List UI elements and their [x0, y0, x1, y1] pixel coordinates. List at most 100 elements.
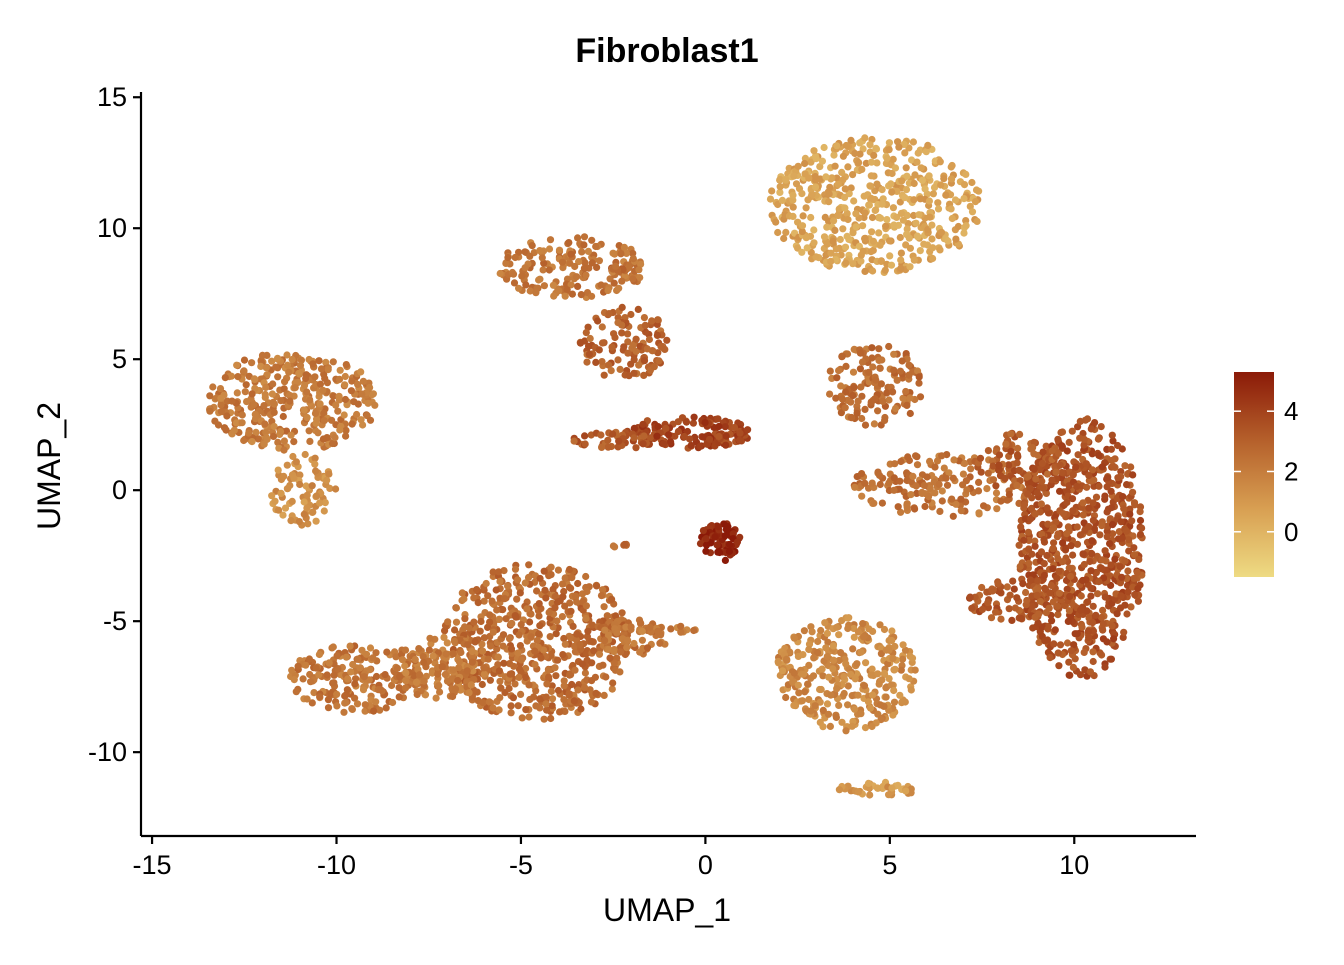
data-point [804, 680, 812, 688]
data-point [388, 681, 396, 690]
data-point [516, 589, 524, 597]
data-point [1024, 472, 1032, 480]
data-point [915, 379, 923, 387]
data-point [370, 707, 378, 715]
data-point [920, 481, 928, 489]
data-point [837, 649, 845, 657]
data-point [868, 665, 876, 673]
data-point [822, 173, 830, 181]
data-point [286, 397, 294, 405]
data-point [274, 354, 282, 362]
data-point [303, 413, 311, 422]
data-point [587, 698, 596, 706]
data-point [488, 597, 496, 605]
data-point [507, 702, 515, 710]
x-tick-label: -10 [317, 850, 356, 880]
data-point [1126, 510, 1134, 518]
data-point [1088, 466, 1097, 474]
data-point [300, 381, 309, 390]
data-point [798, 228, 806, 236]
data-point [545, 266, 553, 274]
data-point [1067, 647, 1075, 655]
data-point [1065, 658, 1073, 666]
data-point [463, 667, 471, 675]
data-point [574, 282, 582, 290]
data-point [832, 713, 841, 722]
data-point [1074, 451, 1082, 459]
data-point [555, 246, 564, 254]
data-point [994, 579, 1002, 588]
data-point [309, 508, 317, 516]
data-point [268, 492, 276, 500]
data-point [824, 710, 833, 718]
data-point [1101, 547, 1109, 555]
data-point [929, 254, 937, 263]
data-point [598, 339, 607, 347]
data-point [601, 637, 609, 645]
data-point [536, 622, 544, 630]
data-point [835, 786, 844, 794]
data-point [540, 715, 548, 723]
data-point [604, 286, 612, 295]
data-point [582, 572, 590, 581]
data-point [835, 367, 843, 375]
data-point [568, 680, 576, 689]
data-point [1007, 430, 1015, 438]
data-point [283, 361, 292, 369]
data-point [354, 380, 362, 388]
x-tick-label: -15 [133, 850, 172, 880]
data-point [933, 457, 942, 465]
data-point [238, 419, 246, 427]
data-point [726, 540, 734, 549]
data-point [366, 416, 375, 424]
data-point [1051, 626, 1059, 634]
data-point [313, 415, 321, 423]
data-point [833, 685, 841, 693]
data-point [639, 440, 647, 448]
data-point [601, 626, 609, 634]
data-point [347, 668, 355, 676]
data-point [531, 661, 539, 669]
data-point [989, 587, 997, 595]
data-point [288, 666, 296, 674]
data-point [654, 316, 662, 324]
data-point [592, 358, 600, 366]
data-point [853, 660, 861, 668]
data-point [925, 172, 933, 180]
data-point [561, 574, 569, 582]
data-point [585, 342, 593, 350]
data-point [997, 615, 1005, 623]
data-point [499, 631, 508, 639]
data-point [411, 655, 419, 664]
data-point [342, 699, 350, 707]
data-point [774, 657, 782, 666]
data-point [905, 371, 913, 379]
data-point [855, 242, 864, 250]
data-point [1119, 493, 1127, 501]
data-point [1108, 504, 1116, 512]
data-point [1067, 572, 1075, 581]
data-point [484, 592, 492, 600]
data-point [805, 661, 813, 670]
data-point [299, 675, 307, 683]
data-point [876, 241, 884, 249]
data-point [525, 713, 533, 721]
data-point [951, 196, 960, 204]
data-point [1044, 520, 1052, 528]
data-point [568, 290, 577, 298]
data-point [868, 354, 876, 362]
data-point [250, 375, 259, 383]
data-point [306, 437, 314, 445]
data-point [382, 704, 390, 712]
data-point [905, 361, 913, 369]
data-point [1082, 460, 1090, 468]
data-point [843, 209, 851, 218]
data-point [872, 376, 880, 384]
data-point [1085, 504, 1093, 512]
data-point [850, 384, 858, 392]
data-point [455, 658, 463, 666]
data-point [335, 392, 343, 400]
data-point [241, 388, 249, 396]
data-point [819, 672, 827, 680]
data-point [820, 233, 829, 241]
